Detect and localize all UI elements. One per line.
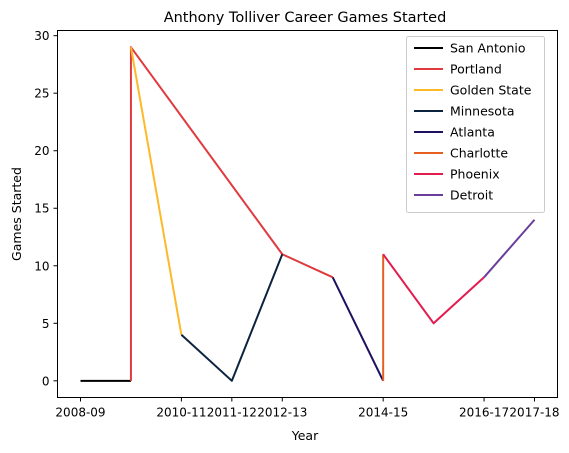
legend-box: [406, 36, 545, 213]
y-tick-label: 30: [34, 29, 49, 43]
x-tick-label: 2012-13: [257, 406, 307, 420]
x-tick-label: 2017-18: [509, 406, 559, 420]
x-axis: 2008-09 2010-11 2011-12 2012-13 2014-15 2016-…: [55, 397, 560, 420]
series-line-2: [129, 47, 183, 335]
plot-frame: [57, 30, 558, 398]
series-line-3: [180, 253, 284, 382]
series-line-1: [129, 46, 334, 381]
series-layer: [80, 46, 536, 382]
legend-label: San Antonio: [450, 41, 526, 56]
x-tick-label: 2010-11: [156, 406, 206, 420]
series-line-7: [483, 219, 536, 278]
x-axis-label: Year: [291, 428, 319, 443]
x-tick-label: 2016-17: [459, 406, 509, 420]
y-tick-label: 10: [34, 259, 49, 273]
x-tick-label: 2014-15: [358, 406, 408, 420]
y-axis: 0 5 10 15 20 25 30: [34, 29, 58, 388]
series-line-6: [382, 253, 485, 325]
y-axis-label: Games Started: [9, 167, 24, 261]
x-tick-label: 2008-09: [55, 406, 105, 420]
legend-label: Golden State: [450, 83, 532, 98]
y-tick-label: 0: [42, 374, 50, 388]
legend-label: Atlanta: [450, 125, 495, 140]
legend-label: Minnesota: [450, 104, 515, 119]
legend-label: Charlotte: [450, 146, 508, 161]
y-tick-label: 5: [42, 317, 50, 331]
series-line-4: [331, 276, 385, 382]
legend-label: Portland: [450, 62, 502, 77]
y-tick-label: 25: [34, 87, 49, 101]
y-tick-label: 15: [34, 202, 49, 216]
x-tick-label: 2011-12: [207, 406, 257, 420]
legend-label: Phoenix: [450, 167, 500, 182]
chart-title: Anthony Tolliver Career Games Started: [164, 10, 447, 26]
legend-label: Detroit: [450, 188, 493, 203]
y-tick-label: 20: [34, 144, 49, 158]
legend: San Antonio Portland Golden State Minnesota…: [406, 36, 545, 213]
